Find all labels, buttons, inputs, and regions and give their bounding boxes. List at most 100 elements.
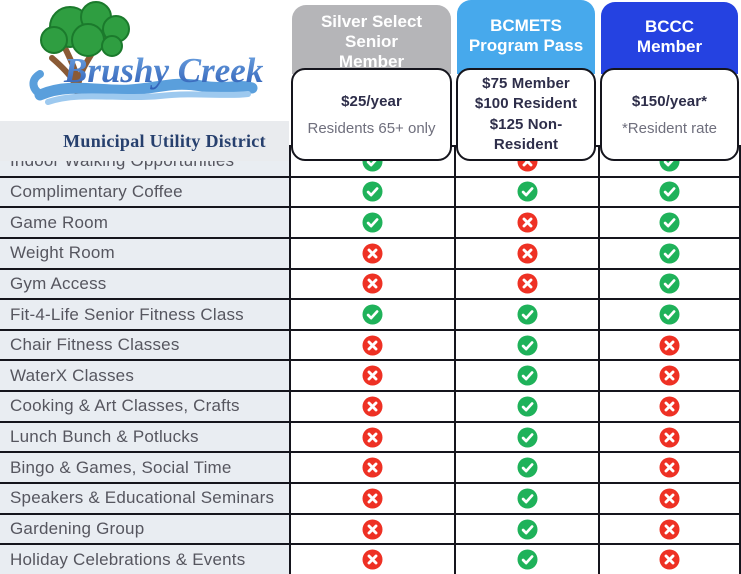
- table-row: Gym Access: [0, 267, 741, 299]
- included-cell: [454, 392, 598, 421]
- not-included-cell: [289, 269, 454, 299]
- not-included-cell: [454, 208, 598, 237]
- cross-icon: [362, 519, 383, 540]
- check-icon: [517, 181, 537, 202]
- not-included-cell: [598, 392, 741, 421]
- included-cell: [598, 177, 741, 207]
- included-cell: [598, 208, 741, 237]
- check-icon: [517, 365, 537, 386]
- check-icon: [517, 304, 537, 325]
- not-included-cell: [289, 514, 454, 544]
- feature-label: Bingo & Games, Social Time: [0, 453, 289, 483]
- check-icon: [362, 181, 383, 202]
- check-icon: [517, 488, 537, 509]
- check-icon: [659, 212, 680, 233]
- cross-icon: [362, 457, 383, 478]
- not-included-cell: [289, 484, 454, 513]
- cross-icon: [659, 396, 680, 417]
- feature-label: Chair Fitness Classes: [0, 330, 289, 360]
- table-row: Complimentary Coffee: [0, 175, 741, 207]
- table-header: Municipal Utility District: [0, 0, 741, 161]
- included-cell: [454, 484, 598, 513]
- table-row: Cooking & Art Classes, Crafts: [0, 390, 741, 421]
- included-cell: [454, 514, 598, 544]
- feature-label: WaterX Classes: [0, 361, 289, 391]
- included-cell: [289, 208, 454, 237]
- check-icon: [517, 335, 537, 356]
- plan-column-bcmets: BCMETS Program Pass $75 Member $100 Resi…: [454, 0, 598, 161]
- cross-icon: [517, 243, 537, 264]
- plan-title: BCMETS Program Pass: [468, 16, 584, 56]
- included-cell: [289, 300, 454, 329]
- table-row: Bingo & Games, Social Time: [0, 451, 741, 483]
- tree-icon: [40, 1, 130, 99]
- not-included-cell: [289, 453, 454, 483]
- cross-icon: [659, 549, 680, 570]
- check-icon: [517, 457, 537, 478]
- cross-icon: [659, 427, 680, 448]
- not-included-cell: [289, 422, 454, 452]
- plan-column-silver-select: Silver Select Senior Member $25/year Res…: [289, 0, 454, 161]
- not-included-cell: [289, 238, 454, 268]
- price: $25/year: [341, 93, 402, 111]
- cross-icon: [517, 273, 537, 294]
- not-included-cell: [598, 545, 741, 574]
- table-row: Lunch Bunch & Potlucks: [0, 420, 741, 452]
- cross-icon: [659, 457, 680, 478]
- included-cell: [598, 269, 741, 299]
- feature-label: Holiday Celebrations & Events: [0, 545, 289, 574]
- plan-column-bccc: BCCC Member $150/year* *Resident rate: [598, 0, 741, 161]
- cross-icon: [517, 212, 537, 233]
- not-included-cell: [289, 330, 454, 360]
- plan-header-bccc: BCCC Member: [601, 2, 738, 74]
- price-note: Residents 65+ only: [307, 119, 436, 137]
- cross-icon: [362, 549, 383, 570]
- cross-icon: [659, 335, 680, 356]
- check-icon: [362, 304, 383, 325]
- included-cell: [454, 453, 598, 483]
- included-cell: [454, 422, 598, 452]
- included-cell: [454, 545, 598, 574]
- features-table: Indoor Walking OpportunitiesComplimentar…: [0, 145, 741, 574]
- not-included-cell: [598, 453, 741, 483]
- logo-subtitle: Municipal Utility District: [63, 130, 266, 151]
- check-icon: [517, 519, 537, 540]
- table-row: Holiday Celebrations & Events: [0, 543, 741, 574]
- check-icon: [659, 181, 680, 202]
- feature-label: Gardening Group: [0, 514, 289, 544]
- feature-label: Fit-4-Life Senior Fitness Class: [0, 300, 289, 329]
- included-cell: [454, 300, 598, 329]
- table-row: Gardening Group: [0, 512, 741, 544]
- logo-subtitle-band: Municipal Utility District: [0, 121, 289, 161]
- table-row: Game Room: [0, 206, 741, 237]
- table-row: Chair Fitness Classes: [0, 328, 741, 360]
- logo-area: Municipal Utility District: [0, 0, 289, 161]
- included-cell: [454, 361, 598, 391]
- not-included-cell: [598, 361, 741, 391]
- price-box-bcmets: $75 Member $100 Resident $125 Non-Reside…: [456, 68, 596, 161]
- not-included-cell: [454, 238, 598, 268]
- check-icon: [659, 304, 680, 325]
- water-wave-icon: [29, 70, 258, 105]
- not-included-cell: [454, 269, 598, 299]
- not-included-cell: [289, 545, 454, 574]
- cross-icon: [659, 488, 680, 509]
- plan-title: BCCC Member: [636, 17, 703, 57]
- cross-icon: [362, 273, 383, 294]
- feature-label: Weight Room: [0, 238, 289, 268]
- cross-icon: [362, 335, 383, 356]
- included-cell: [289, 177, 454, 207]
- not-included-cell: [598, 514, 741, 544]
- feature-label: Gym Access: [0, 269, 289, 299]
- cross-icon: [659, 519, 680, 540]
- table-row: WaterX Classes: [0, 359, 741, 391]
- not-included-cell: [289, 361, 454, 391]
- included-cell: [454, 330, 598, 360]
- feature-label: Speakers & Educational Seminars: [0, 484, 289, 513]
- price: $75 Member $100 Resident $125 Non-Reside…: [474, 75, 578, 153]
- cross-icon: [362, 243, 383, 264]
- feature-label: Cooking & Art Classes, Crafts: [0, 392, 289, 421]
- price-note: *Resident rate: [621, 119, 718, 137]
- table-row: Weight Room: [0, 236, 741, 268]
